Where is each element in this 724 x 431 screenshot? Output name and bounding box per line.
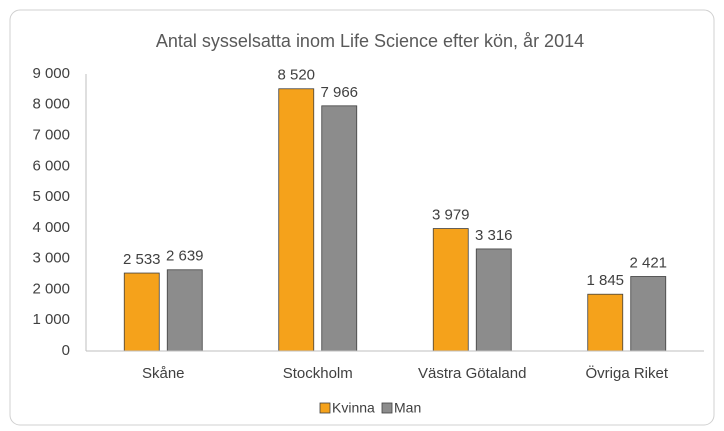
y-tick-label: 8 000 bbox=[32, 96, 70, 113]
y-tick-label: 3 000 bbox=[32, 250, 70, 267]
value-label: 7 966 bbox=[320, 84, 358, 101]
bar bbox=[587, 293, 624, 352]
value-label: 1 845 bbox=[586, 272, 624, 289]
x-tick-label: Övriga Riket bbox=[585, 364, 668, 382]
x-tick-label: Stockholm bbox=[283, 365, 353, 382]
value-label: 3 316 bbox=[475, 227, 513, 244]
x-tick-label: Västra Götaland bbox=[418, 365, 526, 382]
y-tick-label: 1 000 bbox=[32, 311, 70, 328]
y-tick-label: 9 000 bbox=[32, 65, 70, 82]
y-tick-label: 4 000 bbox=[32, 219, 70, 236]
bar bbox=[278, 88, 315, 352]
legend-swatch bbox=[381, 402, 393, 414]
bar bbox=[321, 105, 358, 352]
y-tick-label: 0 bbox=[62, 342, 70, 359]
chart-title: Antal sysselsatta inom Life Science efte… bbox=[156, 31, 584, 51]
value-label: 3 979 bbox=[432, 207, 470, 224]
bar bbox=[166, 269, 203, 352]
legend-label: Kvinna bbox=[332, 400, 375, 416]
y-tick-label: 6 000 bbox=[32, 157, 70, 174]
x-tick-label: Skåne bbox=[142, 365, 185, 382]
y-tick-label: 2 000 bbox=[32, 280, 70, 297]
y-tick-label: 5 000 bbox=[32, 188, 70, 205]
value-label: 2 421 bbox=[629, 254, 667, 271]
bar bbox=[432, 228, 469, 352]
value-label: 2 639 bbox=[166, 248, 204, 265]
y-tick-label: 7 000 bbox=[32, 127, 70, 144]
value-label: 2 533 bbox=[123, 251, 161, 268]
bar bbox=[123, 272, 160, 352]
chart-frame bbox=[9, 9, 715, 426]
value-label: 8 520 bbox=[277, 67, 315, 84]
legend-label: Man bbox=[394, 400, 421, 416]
bar bbox=[475, 248, 512, 352]
legend-swatch bbox=[319, 402, 331, 414]
bar bbox=[630, 276, 667, 352]
